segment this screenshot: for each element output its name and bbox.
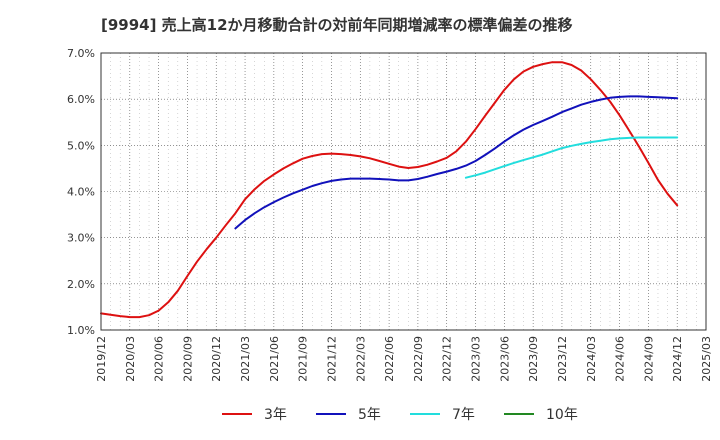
series-lines <box>100 61 679 319</box>
x-tick-label: 2022/09 <box>412 336 425 382</box>
x-tick-label: 2020/03 <box>124 336 137 382</box>
legend: 3年 5年 7年 10年 <box>222 407 578 423</box>
legend-label: 7年 <box>452 407 475 423</box>
legend-label: 10年 <box>546 407 578 423</box>
x-tick-label: 2021/06 <box>268 336 281 382</box>
x-tick-label: 2019/12 <box>95 336 108 382</box>
chart-title: [9994] 売上高12か月移動合計の対前年同期増減率の標準偏差の推移 <box>101 16 573 34</box>
x-tick-label: 2024/09 <box>642 336 655 382</box>
x-tick-label: 2021/12 <box>325 336 338 382</box>
series-line-3年 <box>100 61 679 319</box>
x-tick-label: 2024/06 <box>614 336 627 382</box>
y-tick-label: 5.0% <box>67 139 95 152</box>
y-tick-label: 7.0% <box>67 47 95 60</box>
x-tick-label: 2023/06 <box>498 336 511 382</box>
y-axis-ticks: 1.0% 2.0% 3.0% 4.0% 5.0% 6.0% 7.0% <box>67 47 95 337</box>
x-tick-label: 2020/06 <box>153 336 166 382</box>
x-tick-label: 2025/03 <box>700 336 713 382</box>
legend-label: 3年 <box>264 407 287 423</box>
legend-label: 5年 <box>358 407 381 423</box>
x-tick-label: 2024/03 <box>585 336 598 382</box>
y-tick-label: 1.0% <box>67 324 95 337</box>
x-axis-ticks: 2019/12 2020/03 2020/06 2020/09 2020/12 2021/… <box>95 336 713 382</box>
x-tick-label: 2024/12 <box>671 336 684 382</box>
x-tick-label: 2023/09 <box>527 336 540 382</box>
series-line-5年 <box>234 95 679 230</box>
x-tick-label: 2022/12 <box>441 336 454 382</box>
x-tick-label: 2020/12 <box>210 336 223 382</box>
y-tick-label: 2.0% <box>67 278 95 291</box>
x-tick-label: 2022/06 <box>383 336 396 382</box>
x-tick-label: 2023/12 <box>556 336 569 382</box>
y-tick-label: 4.0% <box>67 186 95 199</box>
x-tick-label: 2021/09 <box>297 336 310 382</box>
series-line-7年 <box>464 136 679 179</box>
y-tick-label: 3.0% <box>67 232 95 245</box>
x-tick-label: 2021/03 <box>239 336 252 382</box>
x-tick-label: 2022/03 <box>354 336 367 382</box>
x-tick-label: 2020/09 <box>181 336 194 382</box>
x-tick-label: 2023/03 <box>470 336 483 382</box>
y-tick-label: 6.0% <box>67 93 95 106</box>
plot-frame <box>100 52 707 331</box>
